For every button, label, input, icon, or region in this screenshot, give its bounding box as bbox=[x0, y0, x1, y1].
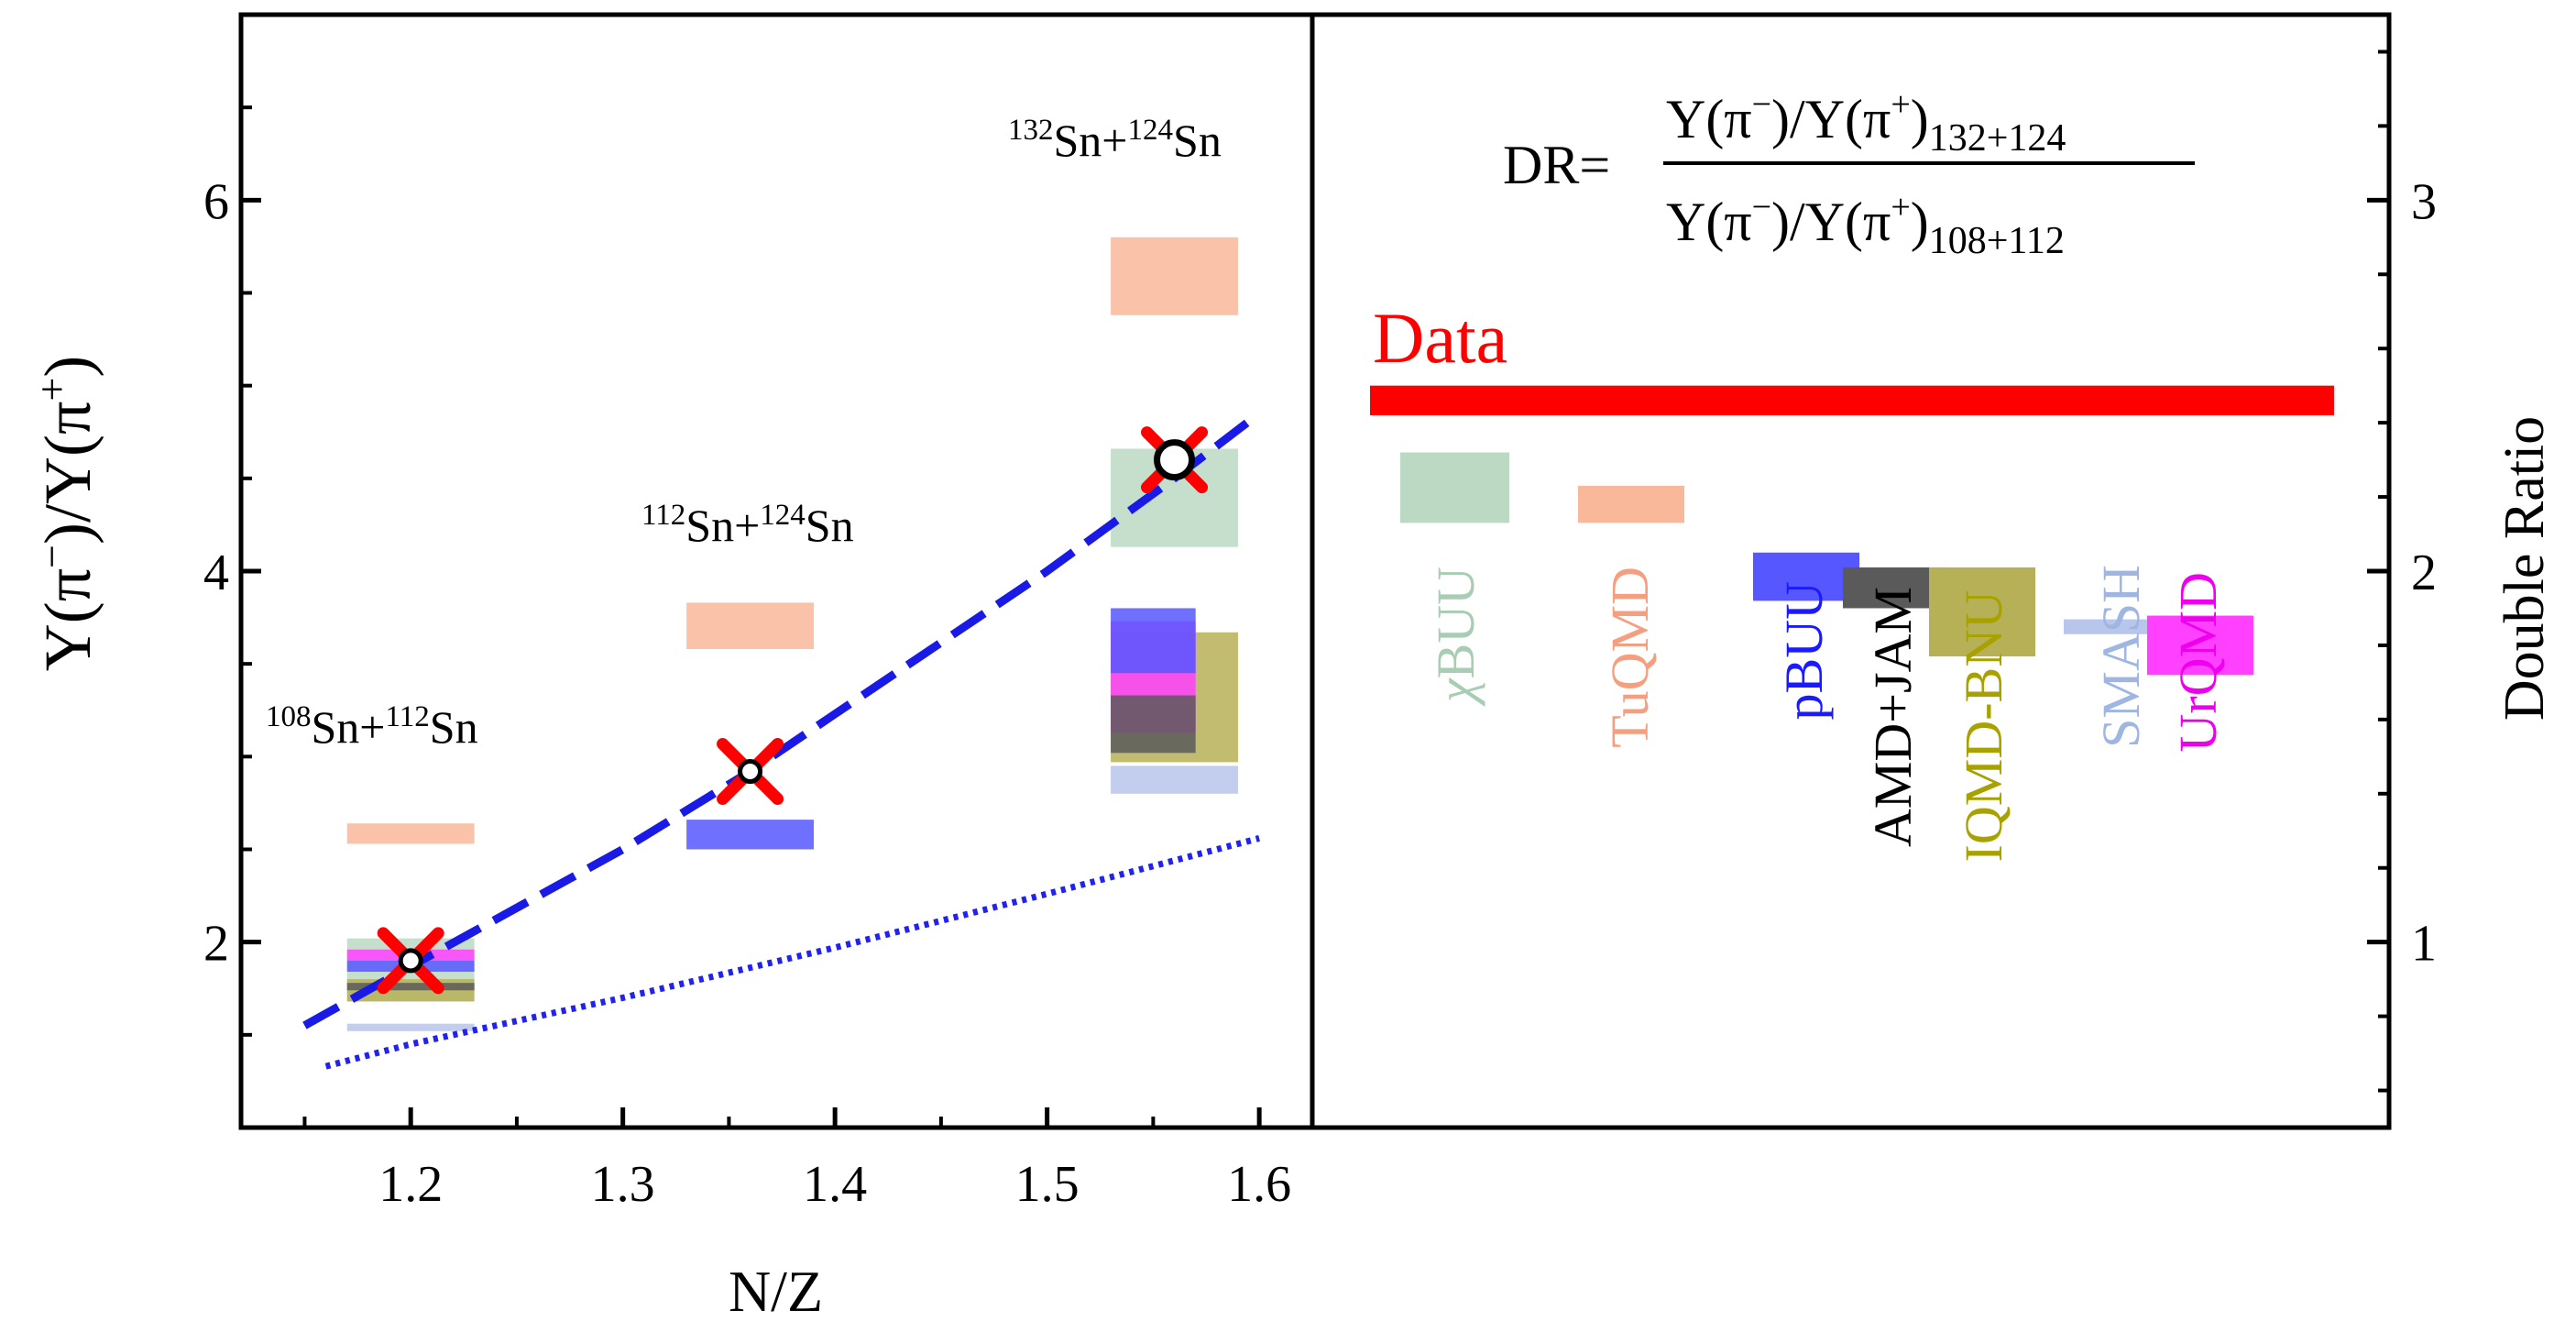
mass-number: 124 bbox=[1128, 114, 1174, 147]
model-label: pBUU bbox=[1774, 581, 1834, 720]
model-box-smash bbox=[346, 1023, 475, 1031]
formula-sup: + bbox=[1891, 188, 1910, 226]
model-bar-smash bbox=[2064, 619, 2170, 634]
x-tick-label: 1.5 bbox=[1015, 1156, 1080, 1213]
model-label-text: IQMD-BNU bbox=[1954, 590, 2013, 862]
data-point-3 bbox=[1141, 426, 1209, 494]
formula-part: )/Y(π bbox=[1771, 89, 1891, 149]
mass-number: 112 bbox=[641, 499, 685, 532]
model-box-pbuu bbox=[1111, 608, 1196, 674]
model-label-text: SMASH bbox=[2091, 565, 2151, 748]
formula-numerator: Y(π−)/Y(π+)132+124 bbox=[1666, 85, 2066, 160]
formula-part: ) bbox=[1911, 192, 1929, 252]
data-marker-circle bbox=[1154, 439, 1196, 481]
formula-part: Y(π bbox=[1666, 89, 1752, 149]
formula-sub: 132+124 bbox=[1929, 117, 2066, 160]
model-label: SMASH bbox=[2091, 565, 2151, 748]
model-box-pbuu bbox=[686, 820, 815, 850]
model-bar-buu bbox=[1400, 452, 1509, 523]
mass-number: 108 bbox=[266, 700, 312, 733]
fit-line-dashed bbox=[302, 410, 1262, 1029]
model-box-tuqmd bbox=[686, 602, 815, 649]
model-label-text: UrQMD bbox=[2168, 572, 2228, 753]
model-box-tuqmd bbox=[1111, 237, 1238, 315]
formula-part: )/Y(π bbox=[1771, 192, 1891, 252]
y-axis-title-part: ) bbox=[31, 356, 104, 378]
element-text: Sn+ bbox=[685, 500, 760, 551]
model-bar-pbuu bbox=[1753, 552, 1859, 601]
x-tick-label: 1.3 bbox=[591, 1156, 655, 1213]
formula-denominator: Y(π−)/Y(π+)108+112 bbox=[1666, 188, 2065, 262]
y-axis-title-sup: + bbox=[28, 378, 75, 402]
data-marker-circle bbox=[738, 759, 763, 785]
element-text: Sn bbox=[1173, 115, 1222, 166]
model-bar-iqmdbnu bbox=[1929, 567, 2035, 657]
model-box-amdjam bbox=[346, 983, 475, 991]
x-tick-label: 1.2 bbox=[378, 1156, 443, 1213]
formula-sub: 108+112 bbox=[1929, 220, 2065, 262]
y2-tick-label: 2 bbox=[2411, 545, 2437, 601]
model-box-amdjam bbox=[1111, 695, 1196, 754]
data-band bbox=[1370, 385, 2334, 416]
model-label-text: AMD+JAM bbox=[1863, 587, 1923, 847]
formula-sup: − bbox=[1752, 188, 1771, 226]
model-label: χBUU bbox=[1426, 567, 1485, 707]
element-text: Sn+ bbox=[1054, 115, 1128, 166]
x-axis-title: N/Z bbox=[729, 1259, 823, 1324]
formula-part: ) bbox=[1911, 89, 1929, 149]
right-plot-frame bbox=[1310, 12, 2392, 1130]
formula-part: Y(π bbox=[1666, 192, 1752, 252]
y-tick-label: 2 bbox=[203, 916, 229, 973]
model-bar-tuqmd bbox=[1578, 485, 1684, 523]
system-label: 112Sn+124Sn bbox=[641, 499, 854, 551]
formula-lhs: DR= bbox=[1503, 135, 1610, 195]
system-label: 132Sn+124Sn bbox=[1008, 114, 1222, 166]
model-label: AMD+JAM bbox=[1863, 587, 1923, 847]
element-text: Sn bbox=[430, 701, 478, 753]
model-box-tuqmd bbox=[346, 823, 475, 844]
x-tick-label: 1.4 bbox=[803, 1156, 867, 1213]
y-tick-label: 6 bbox=[203, 173, 229, 230]
mass-number: 112 bbox=[386, 700, 430, 733]
x-tick-label: 1.6 bbox=[1227, 1156, 1291, 1213]
model-box-smash bbox=[1111, 765, 1238, 794]
y-axis-title-part: )/Y(π bbox=[31, 402, 104, 545]
y-axis-title-sup: − bbox=[28, 545, 75, 568]
system-label: 108Sn+112Sn bbox=[266, 700, 478, 753]
y-tick-label: 4 bbox=[203, 545, 229, 601]
model-label: TuQMD bbox=[1600, 567, 1660, 748]
y2-tick-label: 1 bbox=[2411, 916, 2437, 973]
fit-line-dotted bbox=[324, 835, 1260, 1070]
y2-axis-title: Double Ratio bbox=[2494, 416, 2556, 721]
model-label-text: TuQMD bbox=[1600, 567, 1660, 748]
right-panel: DR=Y(π−)/Y(π+)132+124Y(π−)/Y(π+)108+112D… bbox=[1310, 12, 2556, 1130]
formula-sup: + bbox=[1891, 85, 1910, 124]
model-label-rest: BUU bbox=[1426, 567, 1485, 678]
data-marker-circle bbox=[398, 948, 423, 974]
data-point-2 bbox=[717, 738, 784, 806]
model-bar-urqmd bbox=[2147, 615, 2253, 676]
model-label-greek: χ bbox=[1426, 677, 1485, 707]
formula-sup: − bbox=[1752, 85, 1771, 124]
element-text: Sn bbox=[806, 500, 854, 551]
model-label-text: pBUU bbox=[1774, 581, 1834, 720]
y-axis-title-part: Y(π bbox=[31, 568, 104, 671]
mass-number: 132 bbox=[1008, 114, 1054, 147]
model-label: IQMD-BNU bbox=[1954, 590, 2013, 862]
mass-number: 124 bbox=[760, 499, 806, 532]
y-axis-title: Y(π−)/Y(π+) bbox=[28, 356, 104, 672]
model-label: UrQMD bbox=[2168, 572, 2228, 753]
element-text: Sn+ bbox=[312, 701, 386, 753]
data-point-1 bbox=[377, 927, 444, 995]
y2-tick-label: 3 bbox=[2411, 173, 2437, 230]
data-band-label: Data bbox=[1373, 298, 1507, 378]
